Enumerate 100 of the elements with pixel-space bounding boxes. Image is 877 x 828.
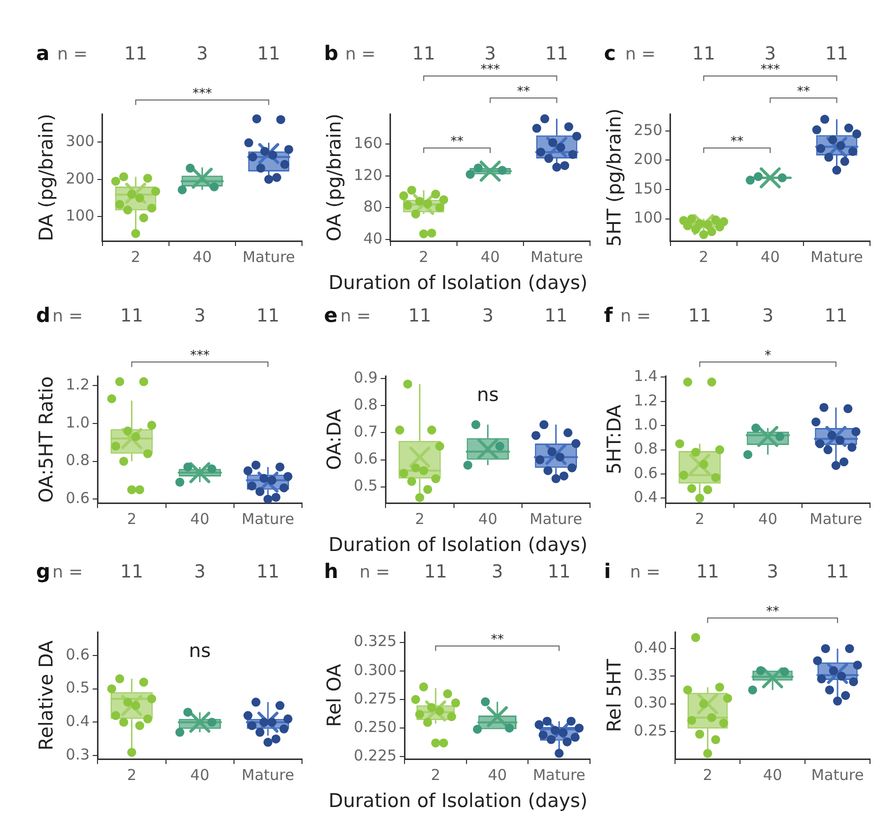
text: 11 [412, 44, 436, 65]
y-axis-title: Rel OA [323, 664, 346, 727]
y-tick-label: 0.9 [354, 368, 378, 387]
text: 3 [196, 44, 208, 65]
x-tick-label: 40 [760, 248, 780, 266]
y-tick-label: 0.8 [354, 396, 378, 414]
x-tick-label: 40 [192, 248, 212, 266]
annotation: ** [490, 632, 504, 648]
text: *** [192, 86, 212, 102]
x-tick-label: 40 [190, 510, 210, 528]
text: n = [52, 306, 83, 326]
text: 11 [696, 562, 720, 583]
y-tick-label: 0.225 [354, 746, 397, 765]
annotation: ** [730, 134, 744, 150]
y-tick-label: 0.250 [354, 718, 397, 736]
text: ** [766, 604, 780, 620]
y-axis-title: OA:5HT Ratio [35, 376, 58, 503]
text: 11 [825, 44, 848, 65]
chart-title: i [604, 559, 611, 584]
x-tick-label: 40 [488, 766, 507, 784]
text: 11 [120, 306, 144, 327]
text: n = [57, 44, 88, 64]
y-tick-label: 0.8 [66, 451, 90, 470]
x-tick-label: 40 [478, 510, 498, 528]
y-tick-label: 0.325 [354, 632, 397, 650]
y-axis-title: OA:DA [323, 409, 346, 470]
y-tick-label: 200 [66, 169, 94, 188]
y-tick-label: 0.6 [354, 450, 378, 468]
x-tick-label: 2 [702, 766, 712, 784]
y-tick-label: 1.0 [66, 413, 90, 432]
text: 11 [824, 306, 848, 327]
x-tick-label: Mature [532, 766, 586, 784]
x-tick-label: Mature [242, 248, 296, 266]
text: ** [516, 84, 530, 100]
y-axis-title: 5HT (pg/brain) [603, 108, 626, 247]
text: 11 [826, 562, 849, 583]
text: *** [760, 62, 780, 78]
text: *** [190, 348, 210, 364]
y-tick-label: 0.40 [634, 638, 668, 656]
y-axis-title: 5HT:DA [603, 404, 626, 474]
x-tick-label: 2 [694, 510, 704, 528]
text: ** [796, 84, 810, 100]
y-tick-label: 1.0 [634, 415, 658, 434]
y-tick-label: 0.5 [66, 678, 90, 697]
annotation: ns [188, 640, 211, 662]
text: n = [630, 562, 660, 582]
annotation: ns [476, 384, 499, 406]
y-tick-label: 0.300 [354, 660, 397, 679]
x-tick-label: Mature [810, 510, 862, 528]
y-tick-label: 100 [66, 206, 94, 225]
x-tick-label: 40 [763, 766, 782, 784]
x-tick-label: 40 [758, 510, 778, 528]
y-tick-label: 0.3 [66, 746, 90, 764]
text: 3 [766, 562, 778, 583]
text: 11 [692, 44, 716, 65]
y-tick-label: 80 [363, 198, 382, 216]
chart-title: b [324, 41, 338, 66]
y-tick-label: 1.2 [66, 375, 90, 394]
x-tick-label: 2 [126, 766, 136, 784]
x-axis-title: Duration of Isolation (days) [327, 272, 589, 294]
text: n = [625, 44, 656, 64]
text: n = [360, 562, 390, 582]
x-tick-label: Mature [530, 510, 582, 528]
text: 3 [762, 306, 774, 327]
x-tick-label: Mature [811, 766, 864, 784]
y-tick-label: 250 [634, 120, 662, 139]
x-tick-label: 2 [130, 248, 140, 266]
y-tick-label: 40 [363, 229, 382, 248]
chart-title: g [36, 559, 50, 584]
text: n = [345, 44, 376, 64]
y-tick-label: 0.35 [634, 666, 668, 684]
chart-title: d [36, 303, 50, 328]
x-tick-label: 2 [698, 248, 708, 266]
text: 3 [194, 306, 206, 327]
x-tick-label: 2 [414, 510, 424, 528]
y-tick-label: 160 [354, 134, 382, 152]
y-tick-label: 0.25 [634, 721, 668, 740]
y-axis-title: Rel 5HT [603, 658, 626, 732]
x-tick-label: 40 [190, 766, 210, 784]
y-tick-label: 0.7 [354, 422, 378, 441]
chart-title: f [604, 303, 613, 328]
y-tick-label: 120 [354, 166, 382, 184]
text: 11 [408, 306, 432, 327]
chart-title: a [36, 41, 50, 66]
y-tick-label: 0.4 [634, 488, 658, 506]
text: * [764, 348, 772, 364]
y-tick-label: 150 [634, 179, 662, 198]
x-tick-label: 2 [430, 766, 440, 784]
x-tick-label: Mature [810, 248, 864, 266]
annotation: ** [450, 134, 464, 150]
text: 11 [256, 562, 280, 583]
text: n = [620, 306, 651, 326]
text: 11 [548, 562, 571, 583]
text: 11 [688, 306, 712, 327]
x-axis-title: Duration of Isolation (days) [327, 790, 589, 812]
y-tick-label: 100 [634, 208, 662, 227]
y-axis-title: DA (pg/brain) [35, 114, 58, 242]
y-tick-label: 0.30 [634, 694, 668, 712]
text: 3 [492, 562, 504, 583]
chart-title: e [324, 303, 338, 328]
